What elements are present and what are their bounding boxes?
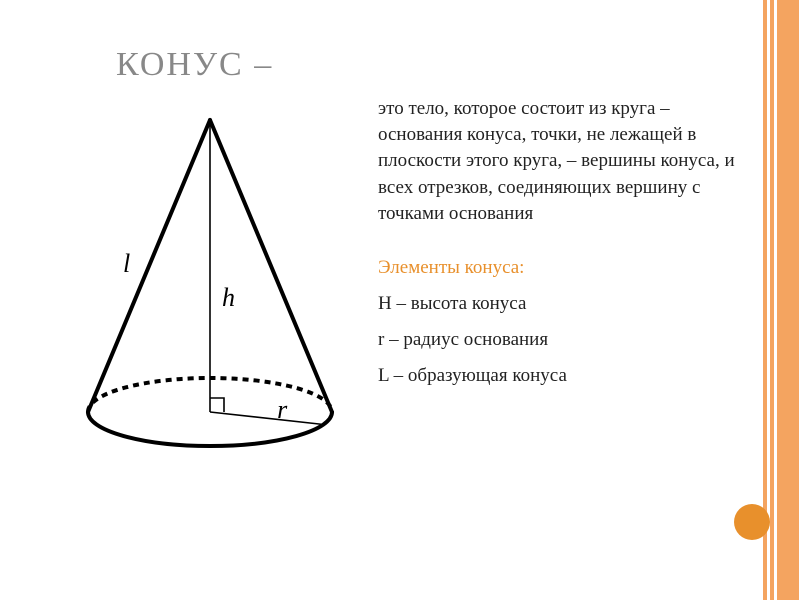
text-column: это тело, которое состоит из круга – осн… bbox=[370, 94, 740, 387]
main-row: l h r это тело, которое состоит из круга –… bbox=[60, 94, 740, 472]
cone-diagram: l h r bbox=[60, 102, 360, 472]
elements-heading: Элементы конуса: bbox=[378, 257, 740, 279]
stripe bbox=[777, 0, 799, 600]
diagram-column: l h r bbox=[60, 94, 370, 472]
element-item: r – радиус основания bbox=[378, 329, 740, 351]
element-item: L – образующая конуса bbox=[378, 365, 740, 387]
stripe bbox=[770, 0, 774, 600]
slide-content: КОНУС – l h r это тело, которое состоит из… bbox=[0, 0, 760, 600]
svg-text:l: l bbox=[123, 249, 130, 278]
svg-text:h: h bbox=[222, 283, 235, 312]
slide-title: КОНУС – bbox=[116, 46, 740, 84]
svg-text:r: r bbox=[277, 395, 288, 424]
element-item: H – высота конуса bbox=[378, 293, 740, 315]
definition-text: это тело, которое состоит из круга – осн… bbox=[378, 96, 740, 227]
